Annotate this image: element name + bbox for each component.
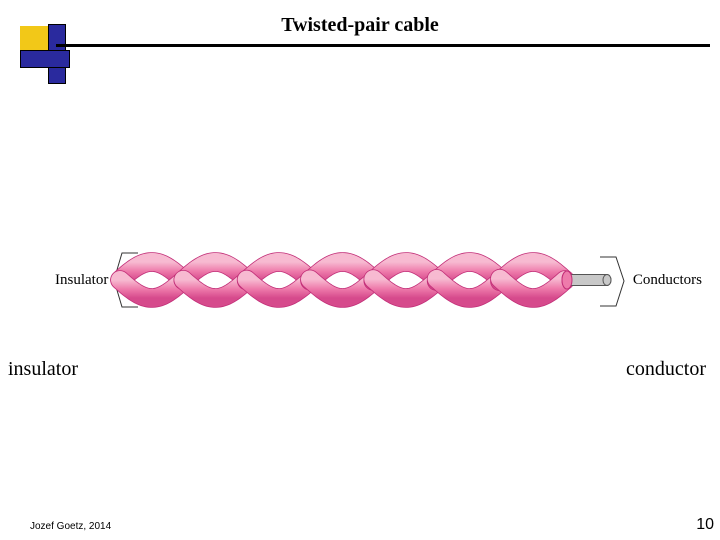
- footer-page-number: 10: [696, 516, 714, 534]
- annotation-conductor: conductor: [626, 358, 706, 381]
- title-underline: [56, 44, 710, 47]
- logo-horizontal-band: [20, 50, 70, 68]
- diagram-label-conductors: Conductors: [633, 272, 702, 289]
- slide-root: Twisted-pair cable Insulator Conductors …: [0, 0, 720, 540]
- twisted-pair-diagram: [85, 225, 635, 345]
- slide-title: Twisted-pair cable: [0, 14, 720, 37]
- slide-header: Twisted-pair cable: [0, 0, 720, 90]
- annotation-insulator: insulator: [8, 358, 78, 381]
- footer-author: Jozef Goetz, 2014: [30, 521, 111, 532]
